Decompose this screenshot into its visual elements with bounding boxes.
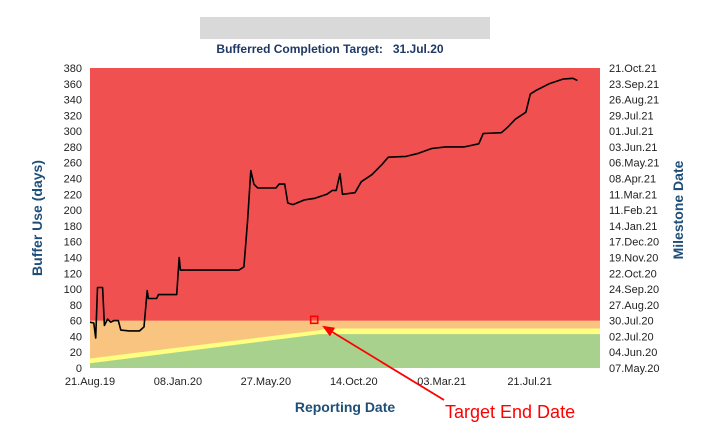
y2-tick-label: 02.Jul.20 [609,331,654,343]
y-tick-label: 120 [64,268,82,280]
y-tick-label: 0 [76,363,82,375]
y-tick-label: 40 [70,331,82,343]
y-tick-label: 280 [64,142,82,154]
y2-tick-label: 19.Nov.20 [609,252,658,264]
y-tick-label: 220 [64,189,82,201]
x-axis-ticks: 21.Aug.19 08.Jan.20 27.May.20 14.Oct.20 03.M… [65,376,552,388]
y2-tick-label: 03.Jun.21 [609,142,657,154]
annotation-arrow-head [322,325,336,337]
y2-tick-label: 01.Jul.21 [609,126,654,138]
y-tick-label: 100 [64,284,82,296]
target-end-date-label: Target End Date [445,402,575,422]
y2-tick-label: 27.Aug.20 [609,300,659,312]
y2-tick-label: 06.May.21 [609,158,660,170]
y2-tick-label: 07.May.20 [609,363,660,375]
x-tick-label: 21.Aug.19 [65,376,115,388]
y2-tick-label: 26.Aug.21 [609,95,659,107]
x-tick-label: 27.May.20 [241,376,292,388]
x-tick-label: 03.Mar.21 [417,376,466,388]
y-tick-label: 260 [64,158,82,170]
y2-tick-label: 04.Jun.20 [609,347,657,359]
x-tick-label: 08.Jan.20 [154,376,202,388]
y-tick-label: 160 [64,237,82,249]
y-tick-label: 200 [64,205,82,217]
y-axis-ticks: 0 20 40 60 80 100 120 140 160 180 200 220 240 260 280 3… [64,63,82,375]
y2-axis-label: Milestone Date [670,160,686,259]
y2-tick-label: 22.Oct.20 [609,268,657,280]
y2-tick-label: 21.Oct.21 [609,63,657,75]
y-tick-label: 80 [70,300,82,312]
y2-tick-label: 17.Dec.20 [609,237,659,249]
y-tick-label: 360 [64,79,82,91]
y2-tick-label: 23.Sep.21 [609,79,659,91]
y2-tick-label: 11.Mar.21 [609,189,657,201]
y2-tick-label: 11.Feb.21 [609,205,658,217]
y2-axis-ticks: 07.May.20 04.Jun.20 02.Jul.20 30.Jul.20 27.A… [609,63,660,375]
y-axis-label: Buffer Use (days) [29,160,45,276]
y-tick-label: 340 [64,95,82,107]
x-axis-label: Reporting Date [295,399,396,415]
y-tick-label: 20 [70,347,82,359]
x-tick-label: 21.Jul.21 [507,376,552,388]
chart-title: Bufferred Completion Target: 31.Jul.20 [216,42,443,56]
y2-tick-label: 14.Jan.21 [609,221,657,233]
red-zone [90,68,600,368]
annotation-arrow-line [332,331,445,401]
y-tick-label: 380 [64,63,82,75]
green-zone [90,334,600,368]
y-tick-label: 240 [64,174,82,186]
y-tick-label: 180 [64,221,82,233]
y-tick-label: 60 [70,316,82,328]
y-tick-label: 140 [64,252,82,264]
redacted-banner [200,17,490,39]
plot-area [89,68,600,368]
y-tick-label: 320 [64,110,82,122]
target-end-marker [309,315,319,325]
y-tick-label: 300 [64,126,82,138]
y2-tick-label: 30.Jul.20 [609,316,654,328]
x-tick-label: 14.Oct.20 [330,376,378,388]
y2-tick-label: 24.Sep.20 [609,284,659,296]
buffer-use-line [89,77,578,339]
y2-tick-label: 29.Jul.21 [609,110,654,122]
y2-tick-label: 08.Apr.21 [609,174,656,186]
